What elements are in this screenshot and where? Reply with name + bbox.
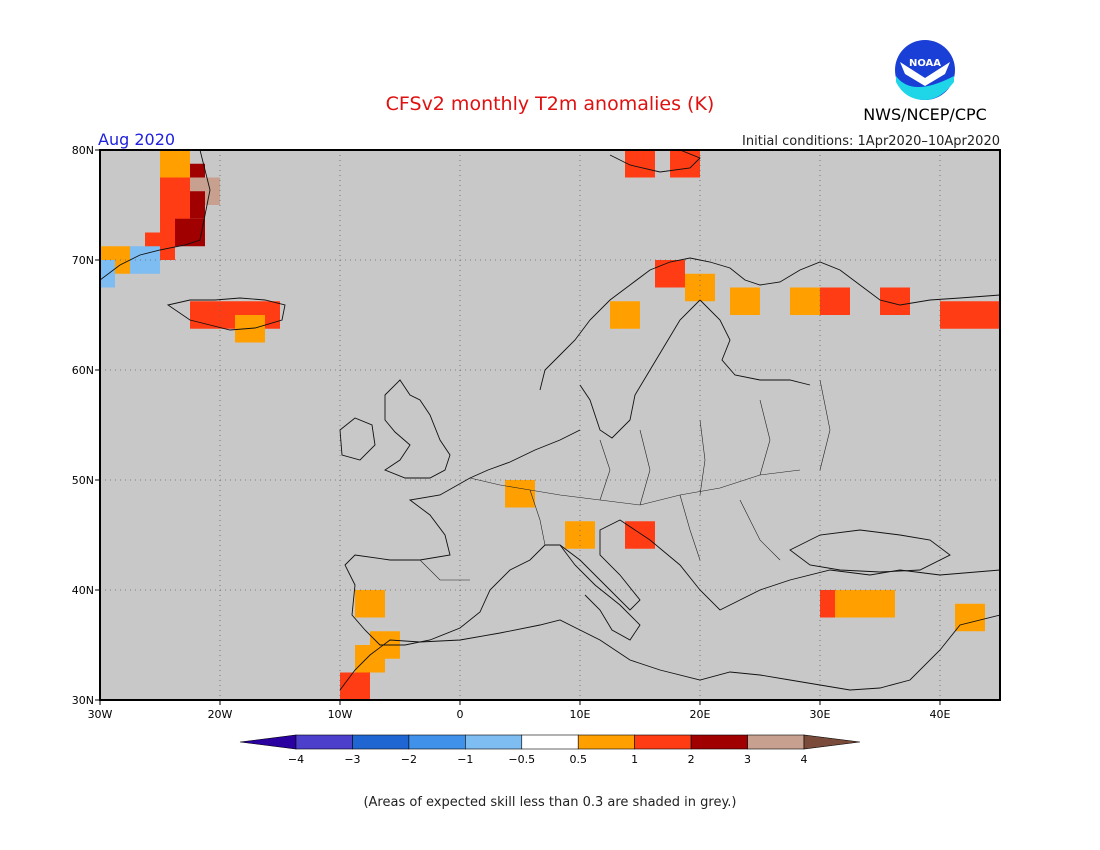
anomaly-cell <box>820 287 850 315</box>
finland-coast <box>699 299 811 386</box>
anomaly-cell <box>610 301 640 329</box>
map-panel: 30N 40N 50N 60N 70N 80N 30W 20W 10W 0 10E 20E 30E 40… <box>72 144 1001 721</box>
anomaly-cell <box>865 590 895 618</box>
anomaly-cell <box>835 590 865 618</box>
anomaly-cell <box>100 260 115 288</box>
map-frame <box>99 149 1001 701</box>
scandinavia-coast <box>539 257 1000 391</box>
anomaly-cell <box>160 150 190 178</box>
ireland-coast <box>339 417 376 461</box>
colorbar-segment <box>352 734 410 750</box>
anomaly-cell <box>625 521 655 549</box>
anomaly-cell <box>355 590 385 618</box>
anomaly-cell <box>730 287 760 315</box>
colorbar-segment <box>690 734 748 750</box>
greenland-coast <box>100 150 211 281</box>
colorbar-low-arrow <box>239 734 297 750</box>
lat-tick-label: 30N <box>72 694 94 707</box>
lon-tick-label: 20W <box>208 708 233 721</box>
colorbar-tick-label: 3 <box>744 753 751 766</box>
lat-tick-label: 60N <box>72 364 94 377</box>
month-label: Aug 2020 <box>98 130 175 149</box>
colorbar-tick-label: −3 <box>344 753 360 766</box>
colorbar-segment <box>521 734 579 750</box>
north-africa-coast <box>339 614 1000 691</box>
continent-coast <box>344 429 1000 646</box>
colorbar-tick-label: −0.5 <box>508 753 535 766</box>
anomaly-cell <box>970 301 1000 329</box>
italy-coast <box>559 544 641 641</box>
colorbar-tick-label: −4 <box>288 753 304 766</box>
anomaly-cell <box>355 645 385 673</box>
lon-tick-label: 30E <box>810 708 831 721</box>
colorbar-tick-label: 2 <box>688 753 695 766</box>
britain-coast <box>384 379 451 479</box>
graticule <box>100 150 1000 700</box>
agency-label: NWS/NCEP/CPC <box>863 105 987 124</box>
lat-tick-label: 40N <box>72 584 94 597</box>
anomaly-cell <box>670 150 700 178</box>
lon-tick-label: 10W <box>328 708 353 721</box>
svalbard-coast <box>609 150 701 173</box>
lon-tick-label: 40E <box>930 708 951 721</box>
noaa-logo-text: NOAA <box>909 58 941 69</box>
colorbar-segment <box>747 734 805 750</box>
colorbar-tick-label: −2 <box>401 753 417 766</box>
anomaly-cell <box>625 150 655 178</box>
anomaly-cell <box>685 273 715 302</box>
colorbar-labels: −4 −3 −2 −1 −0.5 0.5 1 2 3 4 <box>288 753 808 766</box>
anomaly-cell <box>655 260 685 288</box>
colorbar-tick-label: −1 <box>457 753 473 766</box>
anomaly-cell <box>190 301 220 329</box>
sweden-coast <box>579 299 701 439</box>
colorbar-tick-label: 0.5 <box>569 753 587 766</box>
anomaly-cell <box>940 301 970 329</box>
noaa-logo: NOAA <box>895 40 955 100</box>
colorbar-tick-label: 4 <box>801 753 808 766</box>
black-sea-coast <box>789 529 951 573</box>
latitude-labels: 30N 40N 50N 60N 70N 80N <box>72 144 100 707</box>
country-borders <box>419 379 831 581</box>
lon-tick-label: 10E <box>570 708 591 721</box>
anomaly-cell <box>505 480 535 508</box>
anomaly-cell <box>955 603 985 632</box>
initial-conditions-label: Initial conditions: 1Apr2020–10Apr2020 <box>742 134 1000 149</box>
colorbar-tick-label: 1 <box>631 753 638 766</box>
colorbar-high-arrow <box>803 734 861 750</box>
anomaly-cell <box>175 218 205 247</box>
lat-tick-label: 70N <box>72 254 94 267</box>
longitude-labels: 30W 20W 10W 0 10E 20E 30E 40E <box>88 700 951 721</box>
anomaly-cells <box>100 150 1000 700</box>
lon-tick-label: 0 <box>457 708 464 721</box>
colorbar-segment <box>295 734 353 750</box>
coastlines <box>100 150 1000 691</box>
figure-title: CFSv2 monthly T2m anomalies (K) <box>386 93 715 115</box>
lat-tick-label: 50N <box>72 474 94 487</box>
colorbar-segment <box>634 734 692 750</box>
colorbar <box>239 734 861 750</box>
colorbar-segment <box>408 734 466 750</box>
lat-tick-label: 80N <box>72 144 94 157</box>
lon-tick-label: 30W <box>88 708 113 721</box>
anomaly-cell <box>340 672 370 700</box>
anomaly-cell <box>160 177 190 205</box>
border-lines <box>419 379 831 581</box>
anomaly-cell <box>790 287 820 315</box>
skill-footnote: (Areas of expected skill less than 0.3 a… <box>363 795 736 810</box>
lon-tick-label: 20E <box>690 708 711 721</box>
colorbar-segment <box>465 734 523 750</box>
iceland-coast <box>166 297 286 331</box>
colorbar-segment <box>577 734 635 750</box>
